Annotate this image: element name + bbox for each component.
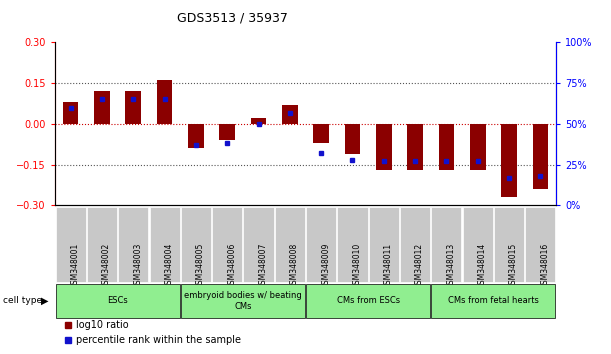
Text: GSM348013: GSM348013 [447,243,455,289]
FancyBboxPatch shape [306,284,430,318]
FancyBboxPatch shape [400,207,430,282]
FancyBboxPatch shape [181,284,305,318]
Bar [125,91,141,124]
Text: GSM348016: GSM348016 [540,243,549,289]
Text: GSM348001: GSM348001 [71,243,79,289]
Text: GSM348005: GSM348005 [196,243,205,289]
Bar [345,124,360,154]
FancyBboxPatch shape [337,207,367,282]
Bar [188,124,203,148]
FancyBboxPatch shape [369,207,399,282]
FancyBboxPatch shape [181,207,211,282]
FancyBboxPatch shape [275,207,305,282]
Text: GSM348010: GSM348010 [353,243,362,289]
FancyBboxPatch shape [463,207,492,282]
Bar [63,102,78,124]
FancyBboxPatch shape [525,207,555,282]
FancyBboxPatch shape [119,207,148,282]
Bar [94,91,110,124]
Text: CMs from ESCs: CMs from ESCs [337,296,400,306]
Text: GSM348003: GSM348003 [133,243,142,289]
Bar [376,124,392,170]
Text: GSM348008: GSM348008 [290,243,299,289]
Text: ESCs: ESCs [108,296,128,306]
FancyBboxPatch shape [431,284,555,318]
Text: CMs from fetal hearts: CMs from fetal hearts [448,296,539,306]
Bar [219,124,235,140]
FancyBboxPatch shape [212,207,242,282]
Bar [157,80,172,124]
FancyBboxPatch shape [494,207,524,282]
Text: embryoid bodies w/ beating
CMs: embryoid bodies w/ beating CMs [184,291,302,310]
Bar [533,124,548,189]
FancyBboxPatch shape [244,207,274,282]
FancyBboxPatch shape [87,207,117,282]
Text: GSM348004: GSM348004 [164,243,174,289]
Text: GSM348009: GSM348009 [321,243,330,289]
Text: GSM348002: GSM348002 [102,243,111,289]
Text: GSM348015: GSM348015 [509,243,518,289]
Text: cell type: cell type [3,296,42,306]
Legend: log10 ratio, percentile rank within the sample: log10 ratio, percentile rank within the … [60,316,245,349]
Text: GDS3513 / 35937: GDS3513 / 35937 [177,12,288,25]
Bar [501,124,517,197]
Text: GSM348011: GSM348011 [384,243,393,289]
FancyBboxPatch shape [306,207,336,282]
Text: GSM348014: GSM348014 [478,243,487,289]
Bar [251,119,266,124]
FancyBboxPatch shape [431,207,461,282]
Bar [282,105,298,124]
Bar [439,124,454,170]
Text: GSM348012: GSM348012 [415,243,424,289]
Bar [408,124,423,170]
Bar [313,124,329,143]
FancyBboxPatch shape [150,207,180,282]
Text: ▶: ▶ [41,296,48,306]
FancyBboxPatch shape [56,284,180,318]
Text: GSM348006: GSM348006 [227,243,236,289]
Text: GSM348007: GSM348007 [258,243,268,289]
Bar [470,124,486,170]
FancyBboxPatch shape [56,207,86,282]
